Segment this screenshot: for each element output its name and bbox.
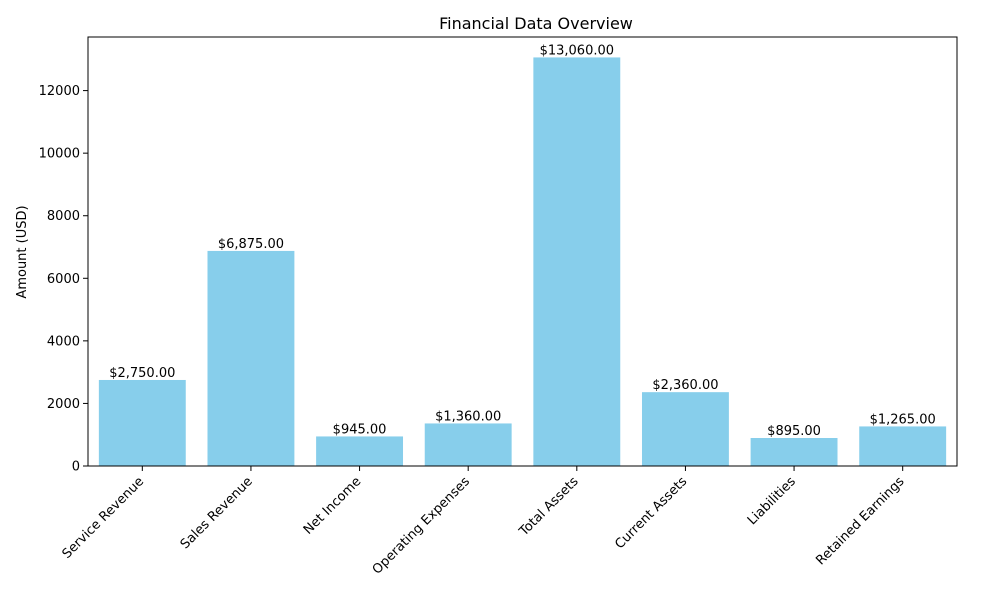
y-tick-label: 4000: [47, 334, 80, 349]
data-label: $1,265.00: [870, 412, 936, 427]
plot-area-frame: [87, 36, 958, 467]
x-tick-label: Retained Earnings: [813, 474, 907, 568]
data-label: $2,360.00: [652, 378, 718, 393]
x-tick-label: Sales Revenue: [178, 474, 256, 552]
data-label: $2,750.00: [109, 366, 175, 381]
data-label: $13,060.00: [540, 43, 614, 58]
data-labels-group: $2,750.00 $6,875.00 $945.00 $1,360.00 $13,06…: [109, 43, 936, 439]
bar: [207, 250, 295, 466]
y-axis-label: Amount (USD): [15, 205, 30, 298]
x-tick-label: Operating Expenses: [370, 474, 473, 577]
y-tick-label: 0: [72, 460, 80, 475]
data-label: $6,875.00: [218, 237, 284, 252]
data-label: $945.00: [333, 422, 387, 437]
y-tick-label: 10000: [39, 147, 80, 162]
y-tick-label: 12000: [39, 84, 80, 99]
y-tick-label: 8000: [47, 209, 80, 224]
y-tick-label: 6000: [47, 272, 80, 287]
bar: [98, 379, 186, 466]
bar: [750, 438, 838, 466]
x-tick-label: Net Income: [301, 474, 364, 537]
x-tick-label: Liabilities: [745, 474, 799, 528]
y-axis-ticks: 0 2000 4000 6000 8000 10000 12000: [39, 84, 88, 475]
bar: [316, 436, 404, 466]
data-label: $1,360.00: [435, 409, 501, 424]
bar: [641, 392, 729, 466]
x-tick-label: Total Assets: [516, 474, 582, 540]
x-tick-label: Service Revenue: [60, 474, 148, 562]
y-tick-label: 2000: [47, 397, 80, 412]
x-tick-label: Current Assets: [612, 474, 690, 552]
data-label: $895.00: [767, 424, 821, 439]
bars-group: [98, 57, 947, 467]
bar: [424, 423, 512, 466]
bar: [533, 57, 621, 467]
bar: [859, 426, 947, 466]
chart-title: Financial Data Overview: [439, 14, 633, 33]
x-axis-ticks: Service Revenue Sales Revenue Net Income Op…: [60, 466, 908, 578]
